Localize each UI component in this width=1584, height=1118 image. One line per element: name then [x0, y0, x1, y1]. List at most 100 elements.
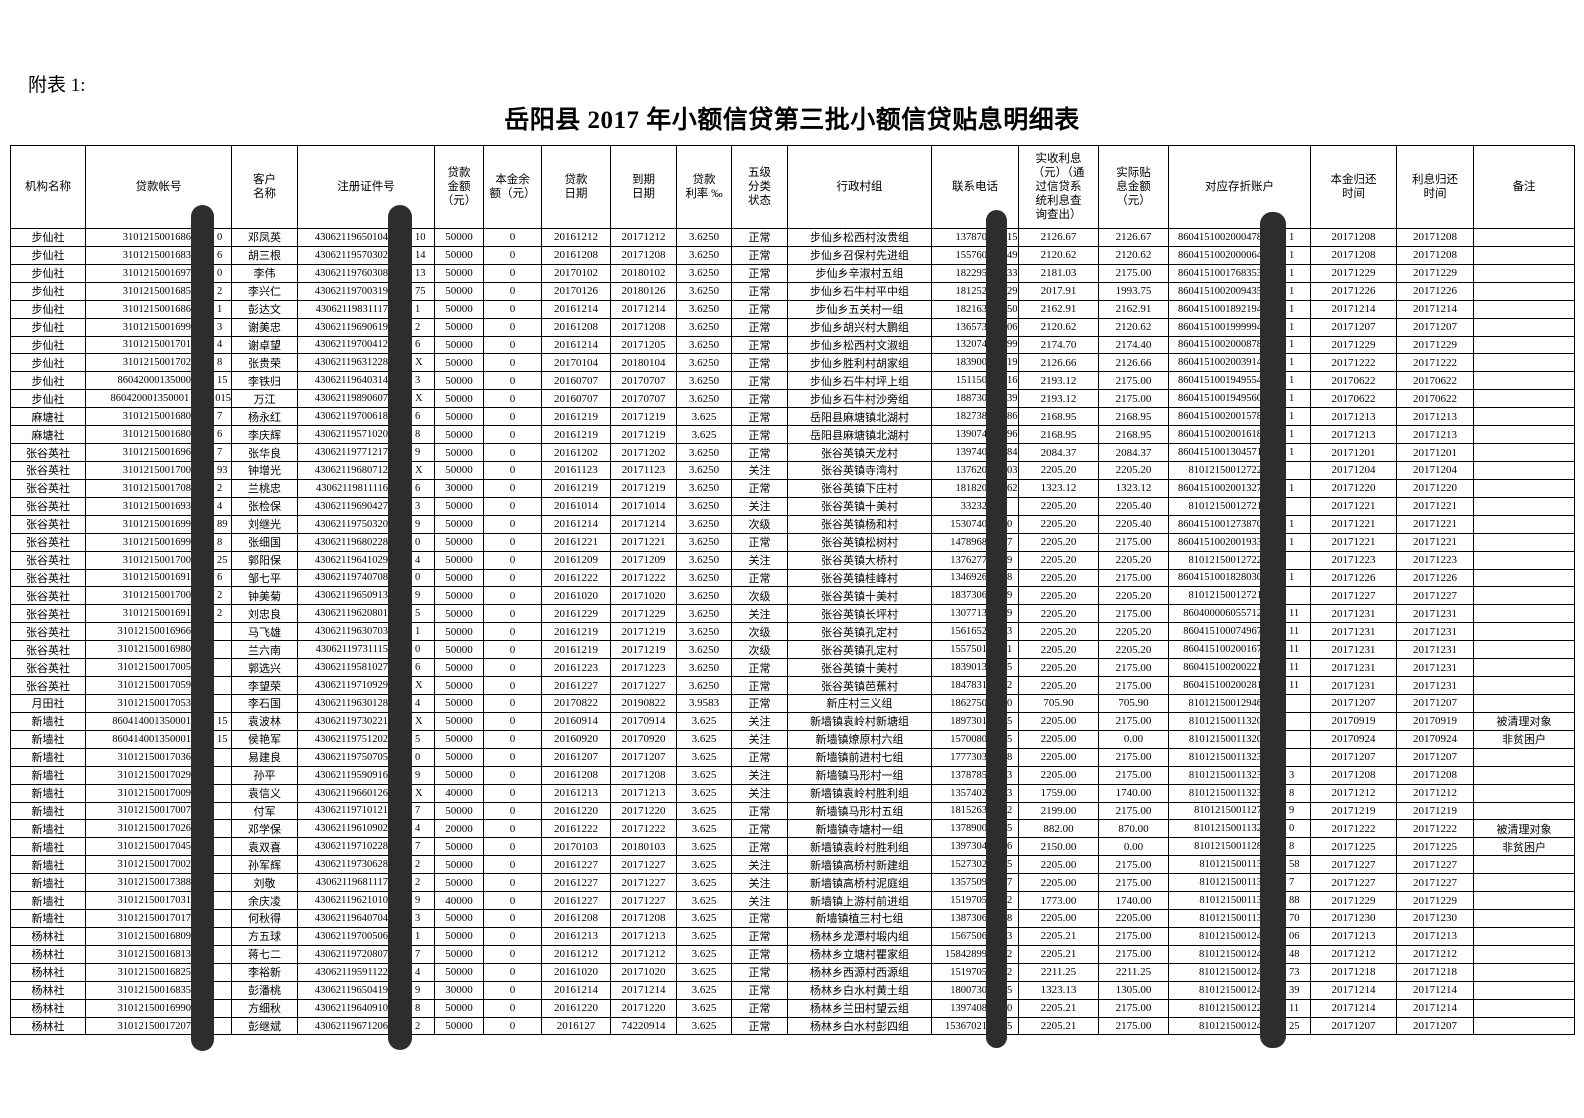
- cell: 20171230: [1310, 909, 1397, 928]
- cell: 2193.12: [1018, 371, 1099, 391]
- cell: 20171231: [1396, 658, 1474, 678]
- cell: 43062119621010 9: [297, 891, 435, 911]
- redacted-value-suffix: X: [415, 680, 423, 691]
- cell: 0: [483, 747, 542, 767]
- redacted-value-prefix: 43062119590916: [314, 769, 388, 781]
- cell: 81012150012721: [1168, 496, 1311, 516]
- cell: 正常: [731, 998, 788, 1018]
- redacted-value-prefix: 43062119640314: [314, 375, 388, 387]
- redacted-value-suffix: 1: [1289, 518, 1295, 530]
- redacted-value-prefix: 43062119751202: [314, 733, 388, 745]
- cell: 新庄村三义组: [787, 693, 932, 713]
- redacted-value-suffix: 5: [1007, 823, 1013, 835]
- cell: 正常: [731, 407, 788, 427]
- redacted-value-prefix: 8604151002003914: [1178, 357, 1262, 369]
- cell: 20171208: [1396, 765, 1474, 785]
- redacted-value-prefix: 183900: [955, 357, 988, 369]
- cell: 50000: [434, 281, 484, 301]
- column-header: 贷款 日期: [541, 145, 611, 229]
- cell: 8604151002001618 1: [1168, 425, 1311, 445]
- cell: 邹七平: [231, 568, 298, 588]
- cell: 3.625: [676, 747, 732, 767]
- cell: 张细国: [231, 532, 298, 552]
- cell: 810121500124 25: [1168, 1016, 1311, 1036]
- cell: 步仙乡石牛村沙旁组: [787, 389, 932, 409]
- cell: 20161207: [541, 747, 611, 767]
- cell: 关注: [731, 496, 788, 516]
- cell: 20161202: [541, 443, 611, 462]
- redacted-value-suffix: 1: [1289, 249, 1295, 261]
- table-header: 机构名称 贷款帐号 客户 名称 注册证件号 贷款 金额 （元） 本金余 额（元） 贷款 日期…: [10, 145, 1575, 229]
- cell: 1773.00: [1018, 891, 1099, 911]
- cell: 20171222: [610, 819, 677, 839]
- redacted-value-prefix: 43062119730221: [314, 715, 388, 727]
- cell: [1473, 425, 1575, 445]
- cell: 新墙镇寺塘村一组: [787, 819, 932, 839]
- cell: 20171231: [1396, 604, 1474, 624]
- redacted-value-suffix: 1: [1289, 572, 1295, 584]
- cell: 20171221: [1310, 514, 1397, 534]
- redacted-value-prefix: 43062119731115: [315, 644, 388, 656]
- cell: 810121500122 11: [1168, 998, 1311, 1018]
- redacted-value-suffix: 0: [217, 231, 223, 243]
- cell: 50000: [434, 676, 484, 695]
- cell: 0: [483, 281, 542, 301]
- cell: 810121500124 48: [1168, 944, 1311, 964]
- redacted-value-suffix: 2: [217, 285, 223, 297]
- cell: 0: [483, 353, 542, 373]
- redacted-value-suffix: 9: [1007, 608, 1013, 620]
- cell: 20171020: [610, 962, 677, 982]
- cell: 2205.40: [1098, 514, 1169, 534]
- cell: 40000: [434, 891, 484, 911]
- cell: 步仙乡五关村一组: [787, 299, 932, 319]
- redacted-value-prefix: 81012150012946: [1188, 697, 1263, 709]
- cell: 20161214: [541, 980, 611, 1000]
- cell: 20170822: [541, 693, 611, 713]
- cell: 20171231: [1396, 622, 1474, 642]
- redacted-value-suffix: 3: [415, 912, 421, 924]
- cell: 张谷英镇孔定村: [787, 640, 932, 660]
- cell: 0: [483, 909, 542, 928]
- cell: 3.625: [676, 783, 732, 803]
- redacted-value-prefix: 810121500124: [1199, 930, 1262, 942]
- cell: [1473, 460, 1575, 480]
- cell: 易建良: [231, 747, 298, 767]
- cell: 麻塘社: [10, 407, 86, 427]
- cell: 50000: [434, 1016, 484, 1036]
- cell: 2168.95: [1018, 425, 1099, 445]
- redacted-value-suffix: 1: [1289, 482, 1295, 494]
- cell: 张谷英社: [10, 478, 86, 498]
- cell: 张谷英社: [10, 658, 86, 678]
- cell: 0: [483, 299, 542, 319]
- redacted-value-prefix: 1346926: [950, 572, 987, 584]
- redacted-value-prefix: 81012150011323: [1188, 751, 1262, 763]
- cell: 8604151001999994 1: [1168, 317, 1311, 337]
- redacted-value-suffix: X: [415, 715, 423, 727]
- redacted-value-suffix: 29: [1007, 285, 1018, 297]
- redacted-value-prefix: 1847831: [950, 680, 987, 691]
- cell: 2175.00: [1098, 263, 1169, 283]
- redacted-value-suffix: 4: [415, 697, 421, 709]
- cell: 20170622: [1310, 371, 1397, 391]
- cell: 3.625: [676, 855, 732, 875]
- redacted-value-suffix: 1: [1289, 375, 1295, 387]
- cell: 20161220: [541, 801, 611, 821]
- redacted-value-prefix: 137620: [955, 464, 988, 476]
- cell: 43062119740708 0: [297, 568, 435, 588]
- cell: 20171221: [1310, 532, 1397, 552]
- cell: 20171208: [1396, 245, 1474, 265]
- column-header: 客户 名称: [231, 145, 298, 229]
- table-row: 麻塘社 3101215001680 7 杨永红 43062119700618 6 50000…: [10, 407, 1575, 427]
- cell: 新墙社: [10, 765, 86, 785]
- cell: 81012150012721: [1168, 586, 1311, 606]
- cell: 20171222: [1396, 353, 1474, 373]
- redacted-value-prefix: 1357402: [950, 787, 987, 799]
- cell: 关注: [731, 765, 788, 785]
- redacted-value-suffix: 1: [1289, 411, 1295, 423]
- table-row: 新墙社 31012150017009 袁信义 43062119660126 X 40000…: [10, 783, 1575, 803]
- redacted-value-suffix: 6: [415, 482, 421, 494]
- cell: 张谷英社: [10, 586, 86, 606]
- redacted-value-suffix: 1: [415, 303, 421, 315]
- cell: 20171208: [610, 909, 677, 928]
- cell: 3.625: [676, 729, 732, 749]
